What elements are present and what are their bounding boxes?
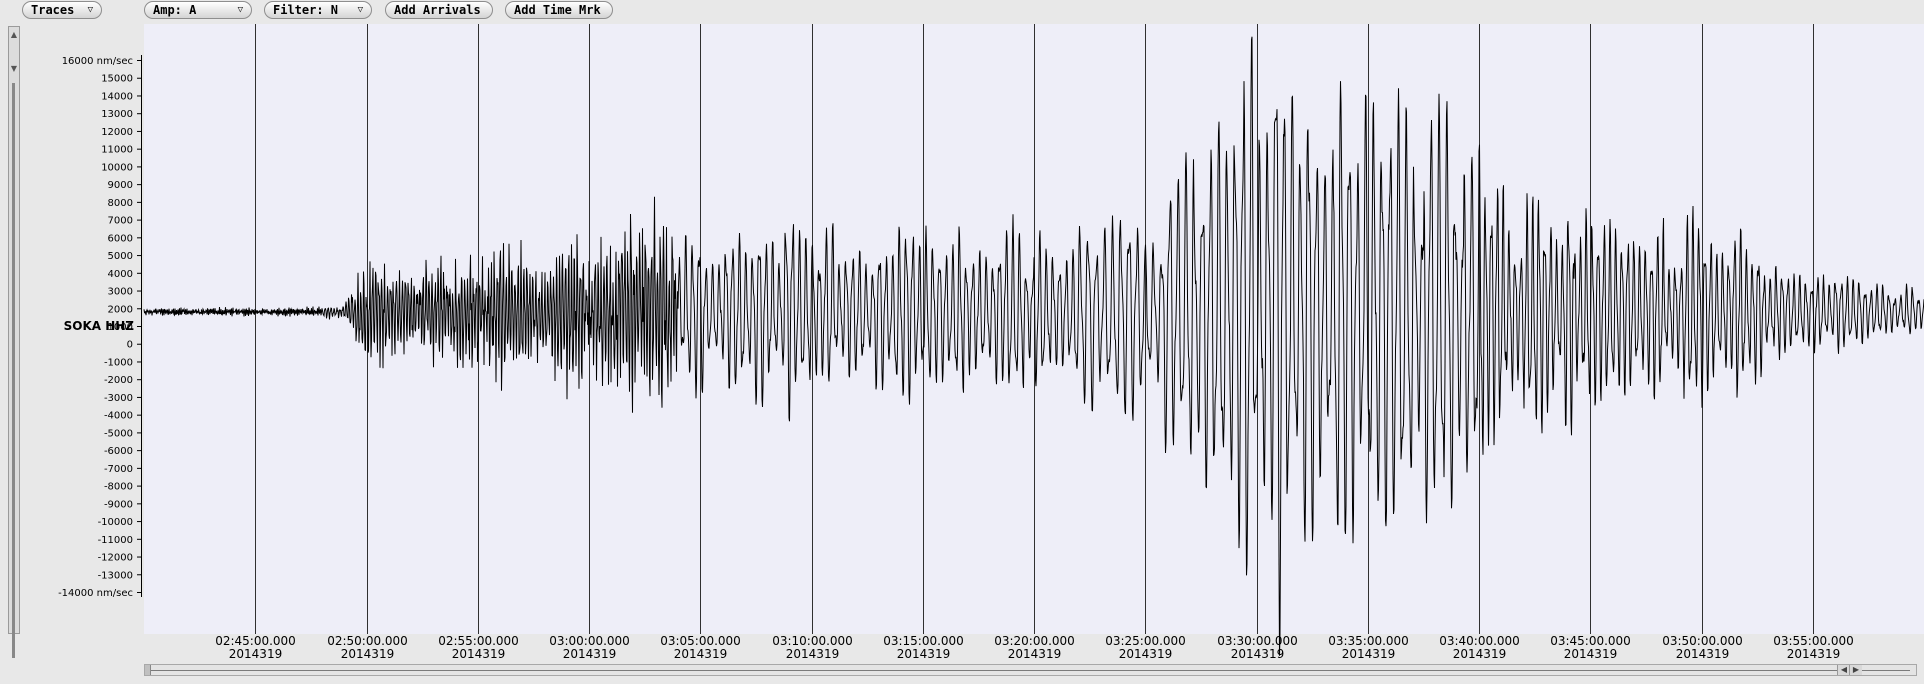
amp-menu-button[interactable]: Amp: A ▽ <box>144 1 252 19</box>
scroll-thumb[interactable] <box>145 665 151 675</box>
y-tick-label: 6000 <box>108 233 133 244</box>
x-tick-label: 02:55:00.000 <box>438 634 519 648</box>
scroll-down-icon[interactable]: ▼ <box>10 64 18 73</box>
y-tick-label: -5000 <box>104 428 133 439</box>
x-tick-date: 2014319 <box>1008 647 1061 661</box>
toolbar: Traces ▽ Amp: A ▽ Filter: N ▽ Add Arriva… <box>0 0 1924 22</box>
x-tick-label: 02:50:00.000 <box>327 634 408 648</box>
x-tick-date: 2014319 <box>897 647 950 661</box>
y-tick-label: 2000 <box>108 304 133 315</box>
y-tick-label: 12000 <box>101 127 133 138</box>
x-tick-label: 02:45:00.000 <box>215 634 296 648</box>
y-tick-label: -12000 <box>98 553 133 564</box>
y-bottom-label: -14000 nm/sec <box>58 588 133 599</box>
y-tick-label: -6000 <box>104 446 133 457</box>
x-tick-label: 03:20:00.000 <box>994 634 1075 648</box>
x-tick-label: 03:40:00.000 <box>1439 634 1520 648</box>
y-tick-label: -9000 <box>104 499 133 510</box>
x-tick-label: 03:50:00.000 <box>1662 634 1743 648</box>
y-tick-label: -3000 <box>104 393 133 404</box>
x-tick-date: 2014319 <box>1564 647 1617 661</box>
y-tick-label: 8000 <box>108 198 133 209</box>
x-tick-date: 2014319 <box>341 647 394 661</box>
x-tick-date: 2014319 <box>1342 647 1395 661</box>
x-tick-date: 2014319 <box>786 647 839 661</box>
x-tick-label: 03:55:00.000 <box>1773 634 1854 648</box>
y-tick-label: 10000 <box>101 162 133 173</box>
scroll-right-icon[interactable]: ▶ <box>1849 665 1862 675</box>
x-tick-date: 2014319 <box>1787 647 1840 661</box>
y-tick-label: -7000 <box>104 464 133 475</box>
traces-menu-button[interactable]: Traces ▽ <box>22 1 102 19</box>
y-tick-label: 1000 <box>108 322 133 333</box>
y-tick-label: -1000 <box>104 357 133 368</box>
filter-menu-button[interactable]: Filter: N ▽ <box>264 1 372 19</box>
y-tick-label: 9000 <box>108 180 133 191</box>
scroll-track <box>151 670 1910 671</box>
scroll-left-icon[interactable]: ◀ <box>1837 665 1850 675</box>
x-tick-date: 2014319 <box>229 647 282 661</box>
trace-label: SOKA HHZ <box>64 319 135 333</box>
chevron-down-icon: ▽ <box>237 5 243 15</box>
x-tick-date: 2014319 <box>674 647 727 661</box>
y-tick-label: 13000 <box>101 109 133 120</box>
amp-menu-label: Amp: A <box>153 3 197 17</box>
horizontal-scrollbar[interactable]: ◀ ▶ <box>144 664 1917 676</box>
x-tick-label: 03:30:00.000 <box>1217 634 1298 648</box>
x-tick-label: 03:15:00.000 <box>883 634 964 648</box>
chevron-down-icon: ▽ <box>87 5 93 15</box>
scroll-up-icon[interactable]: ▲ <box>10 30 18 39</box>
y-tick-label: 11000 <box>101 145 133 156</box>
add-time-mark-label: Add Time Mrk <box>514 3 601 17</box>
x-tick-date: 2014319 <box>1231 647 1284 661</box>
y-tick-label: 3000 <box>108 287 133 298</box>
y-tick-label: -8000 <box>104 482 133 493</box>
traces-menu-label: Traces <box>31 3 75 17</box>
y-tick-label: 14000 <box>101 91 133 102</box>
x-tick-date: 2014319 <box>1676 647 1729 661</box>
x-tick-label: 03:05:00.000 <box>660 634 741 648</box>
y-top-label: 16000 nm/sec <box>62 56 133 67</box>
x-tick-date: 2014319 <box>563 647 616 661</box>
chevron-down-icon: ▽ <box>357 5 363 15</box>
x-tick-date: 2014319 <box>452 647 505 661</box>
y-tick-label: -4000 <box>104 411 133 422</box>
x-tick-date: 2014319 <box>1119 647 1172 661</box>
filter-menu-label: Filter: N <box>273 3 339 17</box>
add-time-mark-button[interactable]: Add Time Mrk <box>505 1 613 19</box>
y-tick-label: -10000 <box>98 517 133 528</box>
y-tick-label: -11000 <box>98 535 133 546</box>
x-tick-label: 03:00:00.000 <box>549 634 630 648</box>
y-tick-label: 7000 <box>108 216 133 227</box>
x-tick-label: 03:45:00.000 <box>1550 634 1631 648</box>
add-arrivals-button[interactable]: Add Arrivals <box>385 1 493 19</box>
y-tick-label: 0 <box>127 340 133 351</box>
scroll-thumb[interactable] <box>12 83 15 658</box>
y-tick-label: -2000 <box>104 375 133 386</box>
y-tick-label: 4000 <box>108 269 133 280</box>
y-tick-label: 15000 <box>101 74 133 85</box>
y-tick-label: 5000 <box>108 251 133 262</box>
x-tick-label: 03:35:00.000 <box>1328 634 1409 648</box>
x-tick-date: 2014319 <box>1453 647 1506 661</box>
vertical-scrollbar[interactable]: ▲ ▼ <box>8 26 20 658</box>
x-tick-label: 03:10:00.000 <box>772 634 853 648</box>
x-tick-label: 03:25:00.000 <box>1105 634 1186 648</box>
add-arrivals-label: Add Arrivals <box>394 3 481 17</box>
y-tick-label: -13000 <box>98 570 133 581</box>
trace-waveform <box>143 36 1924 656</box>
